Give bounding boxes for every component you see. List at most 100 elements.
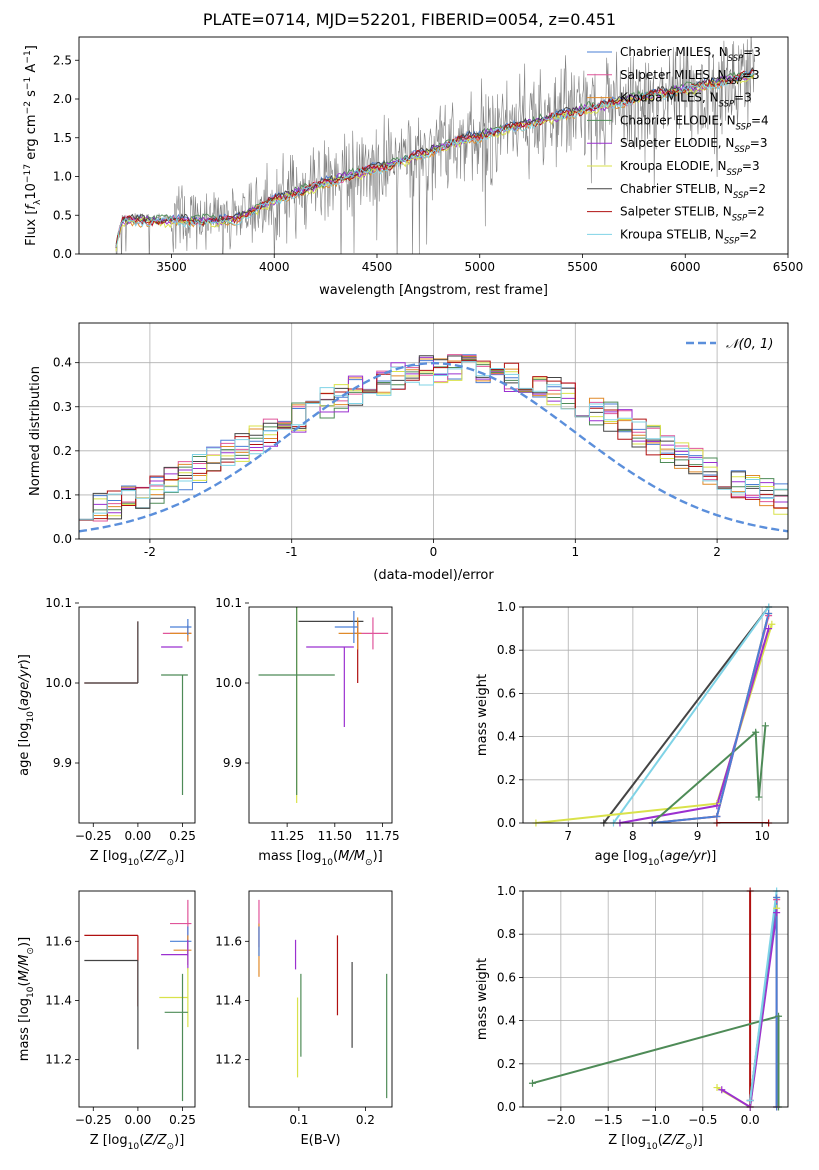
y-axis-label: mass weight: [475, 674, 490, 756]
mass-weight-line: [651, 725, 767, 823]
x-tick-label: 1: [571, 545, 579, 559]
x-axis-label: Z [log10(Z/Z⊙)]: [90, 849, 185, 868]
axes-frame: [78, 890, 196, 1108]
x-axis-label: E(B-V): [300, 1133, 340, 1148]
spectrum-model-line: [115, 71, 754, 248]
x-tick-label: 6000: [670, 260, 701, 274]
axes-frame: [78, 322, 789, 540]
mass-weight-marker: [765, 609, 773, 617]
axes-frame: [522, 890, 789, 1108]
mass-weight-marker: [713, 1084, 721, 1092]
y-tick-label: 0.2: [497, 773, 516, 787]
legend-entry: 𝒩(0, 1): [726, 337, 773, 352]
y-tick-label: 0.0: [53, 532, 72, 546]
y-tick-label: 1.0: [53, 170, 72, 184]
mass-weight-marker: [765, 625, 773, 633]
x-tick-label: −0.5: [688, 1113, 717, 1127]
x-tick-label: −1.5: [594, 1113, 623, 1127]
y-tick-label: 9.9: [53, 756, 72, 770]
y-tick-label: 2.5: [53, 53, 72, 67]
mass-weight-line: [652, 613, 770, 823]
y-tick-label: 0.4: [497, 730, 516, 744]
x-tick-label: -2: [144, 545, 156, 559]
legend-entry: Salpeter ELODIE, NSSP=3: [620, 136, 768, 154]
plot-area: [535, 607, 773, 823]
axes-residuals: -2 -1 0 1 2 0.0 0.1 0.2 0.3 0.4 (data-model)/error…: [28, 322, 789, 583]
x-tick-label: 5500: [567, 260, 598, 274]
y-tick-label: 11.6: [45, 934, 72, 948]
y-tick-label: 0.8: [497, 927, 516, 941]
axes-frame: [522, 606, 789, 824]
mass-weight-marker: [746, 1097, 754, 1105]
plot-area: [258, 607, 389, 803]
mass-weight-marker: [718, 1086, 726, 1094]
x-axis-label: mass [log10(M/M⊙)]: [258, 849, 382, 868]
y-axis-label: Flux [fλ10−17 erg cm−2 s−1 A−1]: [23, 45, 43, 246]
legend-entry: Chabrier STELIB, NSSP=2: [620, 182, 766, 200]
mass-weight-line: [652, 613, 770, 823]
x-tick-label: 9: [694, 829, 702, 843]
x-tick-label: 11.50: [318, 829, 352, 843]
y-tick-label: 10.0: [215, 676, 242, 690]
axes-age_vs_mass: 11.25 11.50 11.75 9.9 10.0 10.1 mass [log10(M/…: [215, 596, 399, 868]
x-tick-label: 11.75: [365, 829, 399, 843]
plot-area: [115, 37, 755, 254]
legend-entry: Kroupa STELIB, NSSP=2: [620, 227, 757, 245]
x-tick-label: 7: [564, 829, 572, 843]
x-tick-label: 0.1: [289, 1113, 308, 1127]
y-tick-label: 11.4: [215, 993, 242, 1007]
mass-weight-line: [619, 628, 770, 823]
y-tick-label: 10.1: [215, 596, 242, 610]
y-tick-label: 1.0: [497, 884, 516, 898]
x-tick-label: 4500: [362, 260, 393, 274]
plot-area: [84, 619, 192, 795]
y-tick-label: 0.0: [497, 816, 516, 830]
axes-massweight_vs_age: 7 8 9 10 0.0 0.2 0.4 0.6 0.8 1.0 age [log10(age/yr…: [475, 600, 789, 868]
x-tick-label: 10: [755, 829, 770, 843]
y-tick-label: 2.0: [53, 92, 72, 106]
x-tick-label: 11.25: [270, 829, 304, 843]
spectrum-data-line: [115, 37, 755, 254]
y-tick-label: 0.5: [53, 208, 72, 222]
axes-age_vs_Z: −0.25 0.00 0.25 9.9 10.0 10.1 Z [log10(Z/Z⊙)] a…: [17, 596, 196, 868]
y-tick-label: 10.1: [45, 596, 72, 610]
plot-area: [79, 354, 788, 539]
x-tick-label: 2: [713, 545, 721, 559]
mass-weight-line: [535, 624, 773, 823]
y-tick-label: 11.2: [45, 1053, 72, 1067]
axes-massweight_vs_Z: −2.0 −1.5 −1.0 −0.5 0.0 0.0 0.2 0.4 0.6 0.8 1.0 Z […: [475, 884, 789, 1152]
y-tick-label: 0.2: [53, 444, 72, 458]
axes-frame: [248, 890, 393, 1108]
legend-entry: Chabrier ELODIE, NSSP=4: [620, 113, 769, 131]
legend-entry: Salpeter STELIB, NSSP=2: [620, 205, 765, 223]
y-tick-label: 11.4: [45, 993, 72, 1007]
x-tick-label: −2.0: [546, 1113, 575, 1127]
axes-frame: [78, 36, 789, 255]
axes-mass_vs_Z: −0.25 0.00 0.25 11.2 11.4 11.6 Z [log10(Z/Z⊙)]…: [17, 890, 196, 1152]
legend-entry: Chabrier MILES, NSSP=3: [620, 45, 761, 63]
mass-weight-marker: [755, 793, 763, 801]
x-tick-label: 5000: [464, 260, 495, 274]
axes-mass_vs_EBV: 0.1 0.2 11.2 11.4 11.6 E(B-V): [215, 890, 393, 1148]
mass-weight-line: [721, 912, 778, 1107]
y-tick-label: 0.2: [497, 1057, 516, 1071]
plot-area: [84, 899, 192, 1102]
mass-weight-line: [603, 607, 770, 823]
x-axis-label: Z [log10(Z/Z⊙)]: [608, 1133, 703, 1152]
legend-entry: Kroupa ELODIE, NSSP=3: [620, 159, 760, 177]
mass-weight-marker: [773, 893, 781, 901]
y-tick-label: 9.9: [223, 756, 242, 770]
legend: Chabrier MILES, NSSP=3 Salpeter MILES, NS…: [587, 45, 769, 245]
x-tick-label: 0.00: [125, 1113, 152, 1127]
legend-entry: Kroupa MILES, NSSP=3: [620, 91, 752, 109]
y-tick-label: 0.4: [53, 356, 72, 370]
mass-weight-line: [749, 891, 778, 1101]
mass-weight-line: [612, 607, 770, 823]
x-axis-label: (data-model)/error: [373, 568, 494, 583]
y-axis-label: mass weight: [475, 958, 490, 1040]
x-tick-label: 0.2: [356, 1113, 375, 1127]
x-tick-label: 3500: [156, 260, 187, 274]
x-tick-label: 8: [629, 829, 637, 843]
mass-weight-marker: [752, 728, 760, 736]
y-tick-label: 11.6: [215, 934, 242, 948]
